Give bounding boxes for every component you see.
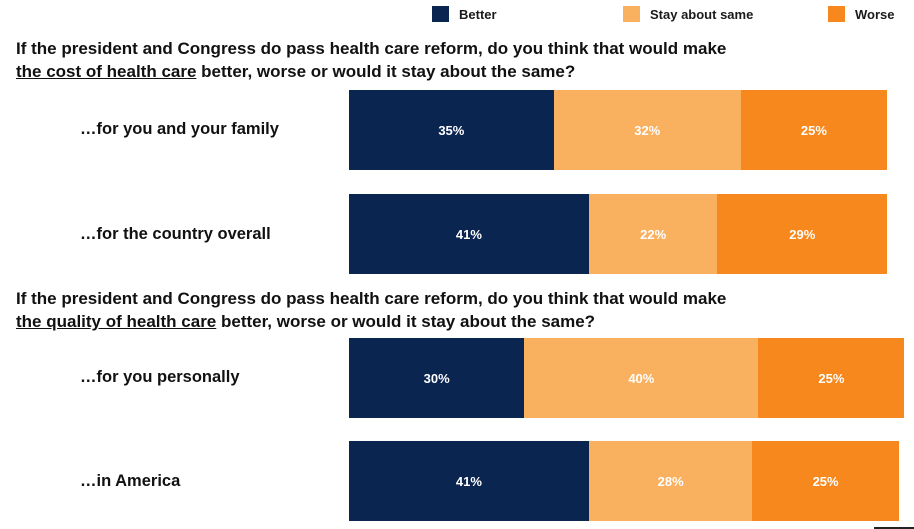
stacked-bar: 41% 22% 29% (349, 194, 887, 274)
bar-segment: 25% (741, 90, 887, 170)
data-label: 41% (456, 227, 482, 242)
legend-label: Stay about same (650, 7, 753, 22)
bar-segment: 22% (589, 194, 718, 274)
question-cost: If the president and Congress do pass he… (16, 37, 896, 83)
data-label: 28% (658, 474, 684, 489)
data-label: 40% (628, 371, 654, 386)
data-label: 25% (818, 371, 844, 386)
bar-segment: 32% (554, 90, 741, 170)
data-label: 29% (789, 227, 815, 242)
bar-segment: 29% (717, 194, 887, 274)
data-label: 22% (640, 227, 666, 242)
legend-swatch (432, 6, 449, 22)
legend-swatch (828, 6, 845, 22)
question-cost-underlined: the cost of health care (16, 62, 196, 81)
data-label: 32% (634, 123, 660, 138)
data-label: 25% (813, 474, 839, 489)
legend-swatch (623, 6, 640, 22)
legend-item: Stay about same (623, 6, 753, 22)
legend-item: Better (432, 6, 497, 22)
legend-label: Worse (855, 7, 895, 22)
data-label: 41% (456, 474, 482, 489)
row-label: …for the country overall (80, 225, 340, 244)
question-cost-rest: better, worse or would it stay about the… (196, 62, 575, 81)
bar-segment: 41% (349, 441, 589, 521)
row-label: …for you personally (80, 368, 340, 387)
chart-legend: Better Stay about same Worse (0, 0, 914, 30)
bar-segment: 30% (349, 338, 524, 418)
bar-segment: 25% (752, 441, 898, 521)
legend-label: Better (459, 7, 497, 22)
stacked-bar: 35% 32% 25% (349, 90, 887, 170)
question-quality-rest: better, worse or would it stay about the… (216, 312, 595, 331)
question-cost-line1: If the president and Congress do pass he… (16, 37, 896, 60)
stacked-bar: 41% 28% 25% (349, 441, 899, 521)
data-label: 25% (801, 123, 827, 138)
row-label: …for you and your family (80, 120, 340, 139)
bar-segment: 40% (524, 338, 758, 418)
bar-segment: 35% (349, 90, 554, 170)
bar-segment: 25% (758, 338, 904, 418)
bar-segment: 28% (589, 441, 753, 521)
row-label: …in America (80, 472, 340, 491)
bar-segment: 41% (349, 194, 589, 274)
data-label: 30% (424, 371, 450, 386)
question-quality-line1: If the president and Congress do pass he… (16, 287, 896, 310)
data-label: 35% (438, 123, 464, 138)
question-quality-underlined: the quality of health care (16, 312, 216, 331)
legend-item: Worse (828, 6, 895, 22)
stacked-bar: 30% 40% 25% (349, 338, 904, 418)
question-quality: If the president and Congress do pass he… (16, 287, 896, 333)
